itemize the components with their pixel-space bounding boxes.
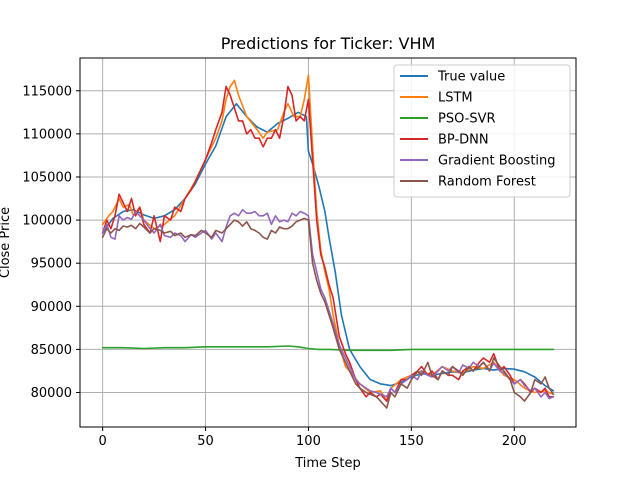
series-line-4 bbox=[101, 208, 555, 400]
x-tick-label: 200 bbox=[502, 434, 527, 449]
x-tick-label: 0 bbox=[98, 434, 106, 449]
y-tick-label: 115000 bbox=[22, 84, 72, 99]
legend-label: LSTM bbox=[438, 91, 473, 106]
x-axis-title: Time Step bbox=[294, 456, 361, 471]
legend-label: Gradient Boosting bbox=[438, 154, 556, 169]
y-tick-label: 100000 bbox=[22, 214, 72, 229]
legend-box bbox=[393, 64, 571, 198]
series-line-5 bbox=[101, 217, 555, 409]
y-tick-label: 95000 bbox=[31, 257, 72, 272]
y-tick-label: 105000 bbox=[22, 170, 72, 185]
chart-title: Predictions for Ticker: VHM bbox=[221, 34, 436, 53]
legend-label: Random Forest bbox=[438, 175, 536, 190]
y-tick-label: 80000 bbox=[31, 386, 72, 401]
legend-label: PSO-SVR bbox=[438, 112, 496, 127]
y-tick-label: 85000 bbox=[31, 343, 72, 358]
legend-label: BP-DNN bbox=[438, 133, 489, 148]
x-tick-label: 50 bbox=[197, 434, 214, 449]
x-tick-label: 150 bbox=[399, 434, 424, 449]
legend-label: True value bbox=[437, 70, 505, 85]
y-tick-label: 90000 bbox=[31, 300, 72, 315]
series-line-2 bbox=[101, 345, 555, 352]
legend: True value LSTM PSO-SVR BP-DNN Gradient Boos… bbox=[393, 64, 571, 198]
plot-frame bbox=[79, 57, 577, 428]
y-axis-title: Close Price bbox=[0, 207, 13, 278]
series-lines bbox=[101, 74, 555, 409]
y-tick-label: 110000 bbox=[22, 127, 72, 142]
axis-ticks: 0 50 100 150 200 80000 85000 90000 95000 100000 10… bbox=[22, 84, 526, 449]
x-tick-label: 100 bbox=[296, 434, 321, 449]
